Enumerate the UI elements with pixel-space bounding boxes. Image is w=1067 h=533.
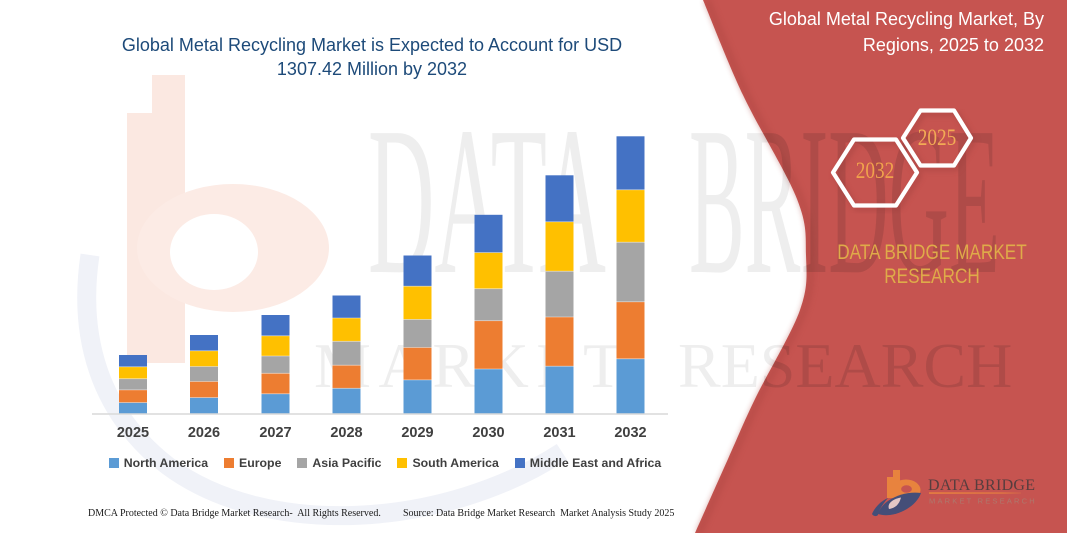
svg-text:BRIDGE: BRIDGE [689, 83, 1000, 319]
svg-text:MARKET: MARKET [314, 330, 630, 401]
svg-text:DATA BRIDGE: DATA BRIDGE [928, 477, 1035, 494]
svg-text:RESEARCH: RESEARCH [678, 330, 1012, 401]
svg-text:MARKET RESEARCH: MARKET RESEARCH [929, 497, 1037, 506]
